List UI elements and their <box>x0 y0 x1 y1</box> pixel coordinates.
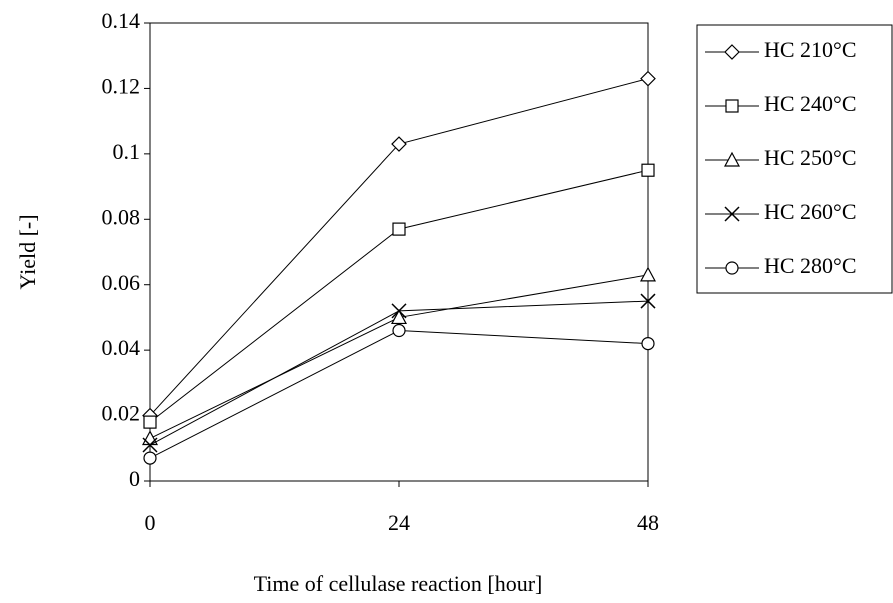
legend-label: HC 280°C <box>764 253 857 278</box>
legend-marker <box>723 151 741 167</box>
y-tick-label: 0.12 <box>102 73 141 98</box>
y-tick-label: 0.08 <box>102 204 141 229</box>
series-line <box>149 274 649 439</box>
marker <box>641 337 655 351</box>
marker <box>641 163 655 177</box>
marker <box>392 323 406 338</box>
y-axis-label: Yield [-] <box>15 214 40 289</box>
legend-marker <box>724 44 740 60</box>
marker <box>392 222 406 236</box>
marker <box>640 70 656 87</box>
legend-label: HC 250°C <box>764 145 857 170</box>
y-tick-label: 0 <box>129 466 140 491</box>
y-tick-label: 0.06 <box>102 270 141 295</box>
series-line <box>149 330 649 459</box>
legend-label: HC 260°C <box>764 199 857 224</box>
series-line <box>149 169 649 423</box>
marker <box>143 451 157 465</box>
legend-marker <box>725 99 739 113</box>
marker <box>391 303 407 319</box>
legend-label: HC 240°C <box>764 91 857 116</box>
y-tick-label: 0.02 <box>102 401 141 426</box>
y-tick-label: 0.14 <box>102 8 141 33</box>
marker <box>639 266 657 282</box>
marker <box>142 437 158 453</box>
x-tick-label: 48 <box>637 510 659 535</box>
marker <box>391 136 407 152</box>
marker <box>390 309 408 325</box>
legend-label: HC 210°C <box>764 37 857 62</box>
legend-marker <box>724 206 740 222</box>
y-tick-label: 0.1 <box>113 139 141 164</box>
legend-marker <box>725 261 739 275</box>
marker <box>143 415 157 429</box>
y-tick-label: 0.04 <box>102 335 141 360</box>
x-tick-label: 0 <box>145 510 156 535</box>
x-tick-label: 24 <box>388 510 410 535</box>
plot-frame <box>149 22 649 482</box>
marker <box>640 293 656 309</box>
series-line <box>149 78 649 416</box>
x-axis-label: Time of cellulase reaction [hour] <box>254 571 543 596</box>
